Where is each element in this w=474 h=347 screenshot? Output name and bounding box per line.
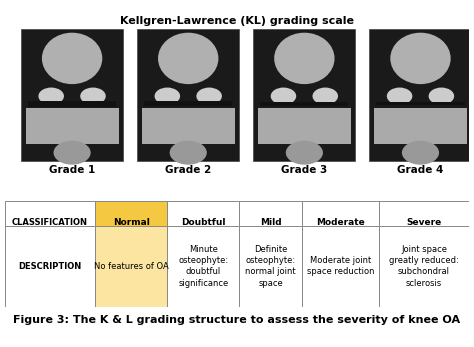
- Ellipse shape: [38, 87, 64, 105]
- FancyBboxPatch shape: [239, 226, 302, 307]
- Text: Figure 3: The K & L grading structure to assess the severity of knee OA: Figure 3: The K & L grading structure to…: [13, 315, 461, 325]
- Ellipse shape: [80, 87, 106, 105]
- Text: Severe: Severe: [406, 218, 442, 227]
- FancyBboxPatch shape: [144, 101, 232, 106]
- FancyBboxPatch shape: [137, 29, 239, 161]
- Text: Minute
osteophyte:
doubtful
significance: Minute osteophyte: doubtful significance: [178, 245, 228, 288]
- FancyBboxPatch shape: [95, 226, 167, 307]
- FancyBboxPatch shape: [5, 226, 95, 307]
- Ellipse shape: [390, 33, 451, 84]
- FancyBboxPatch shape: [26, 108, 119, 144]
- Ellipse shape: [155, 87, 180, 105]
- Text: Grade 1: Grade 1: [49, 165, 95, 175]
- Text: Doubtful: Doubtful: [181, 218, 226, 227]
- Ellipse shape: [428, 87, 454, 105]
- Ellipse shape: [274, 33, 335, 84]
- Text: Moderate: Moderate: [316, 218, 365, 227]
- FancyBboxPatch shape: [167, 226, 239, 307]
- Text: Mild: Mild: [260, 218, 282, 227]
- Text: Grade 3: Grade 3: [281, 165, 328, 175]
- Ellipse shape: [158, 33, 219, 84]
- Text: Moderate joint
space reduction: Moderate joint space reduction: [307, 256, 374, 277]
- FancyBboxPatch shape: [376, 102, 465, 105]
- Text: CLASSIFICATION: CLASSIFICATION: [12, 218, 88, 227]
- Text: Kellgren-Lawrence (KL) grading scale: Kellgren-Lawrence (KL) grading scale: [120, 16, 354, 26]
- Text: Grade 2: Grade 2: [165, 165, 211, 175]
- FancyBboxPatch shape: [239, 201, 302, 244]
- FancyBboxPatch shape: [302, 226, 379, 307]
- Ellipse shape: [42, 33, 102, 84]
- Ellipse shape: [312, 87, 338, 105]
- Ellipse shape: [402, 141, 439, 165]
- FancyBboxPatch shape: [374, 108, 467, 144]
- Text: Joint space
greatly reduced:
subchondral
sclerosis: Joint space greatly reduced: subchondral…: [389, 245, 459, 288]
- Ellipse shape: [387, 87, 412, 105]
- FancyBboxPatch shape: [379, 201, 469, 244]
- FancyBboxPatch shape: [369, 29, 472, 161]
- Ellipse shape: [170, 141, 207, 165]
- FancyBboxPatch shape: [167, 201, 239, 244]
- FancyBboxPatch shape: [28, 101, 116, 107]
- Ellipse shape: [271, 87, 296, 105]
- FancyBboxPatch shape: [253, 29, 356, 161]
- Text: No features of OA: No features of OA: [94, 262, 169, 271]
- FancyBboxPatch shape: [5, 201, 95, 244]
- Text: Definite
osteophyte:
normal joint
space: Definite osteophyte: normal joint space: [246, 245, 296, 288]
- FancyBboxPatch shape: [142, 108, 235, 144]
- Text: Normal: Normal: [113, 218, 150, 227]
- FancyBboxPatch shape: [21, 29, 123, 161]
- Ellipse shape: [54, 141, 91, 165]
- FancyBboxPatch shape: [258, 108, 351, 144]
- Ellipse shape: [286, 141, 323, 165]
- FancyBboxPatch shape: [379, 226, 469, 307]
- Ellipse shape: [196, 87, 222, 105]
- FancyBboxPatch shape: [95, 201, 167, 244]
- Text: Grade 4: Grade 4: [397, 165, 444, 175]
- FancyBboxPatch shape: [302, 201, 379, 244]
- FancyBboxPatch shape: [260, 102, 348, 106]
- Text: DESCRIPTION: DESCRIPTION: [18, 262, 82, 271]
